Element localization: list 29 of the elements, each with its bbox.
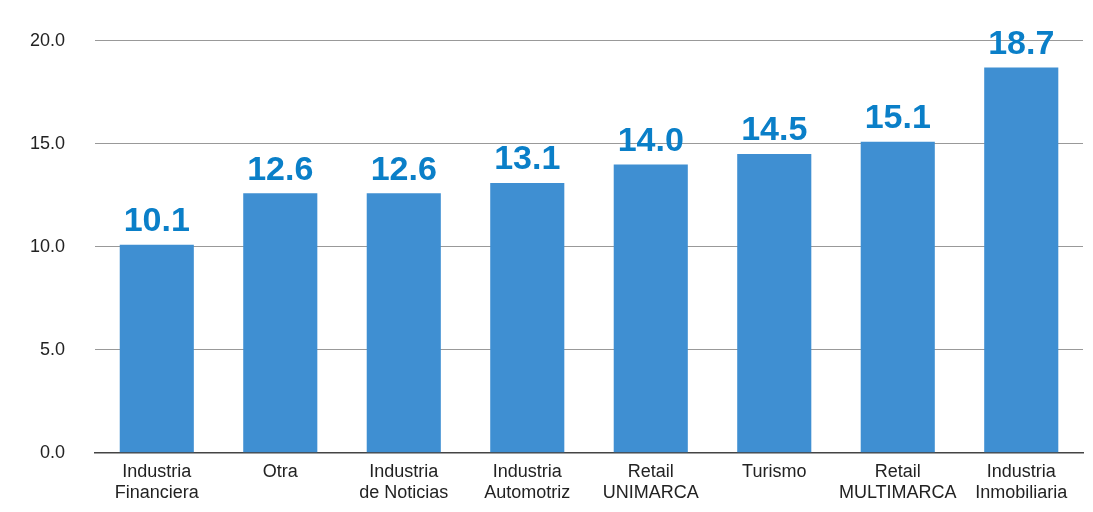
bar [366,193,441,453]
bar [119,244,194,453]
y-tick-label: 15.0 [29,132,66,153]
data-label: 14.5 [741,109,808,148]
data-label: 18.7 [988,22,1055,61]
y-tick-label: 10.0 [29,235,66,256]
bar [737,154,812,453]
data-label: 10.1 [123,200,190,239]
y-tick-label: 20.0 [29,29,66,50]
data-label: 12.6 [370,148,437,187]
bar [613,164,688,453]
x-tick-label: Otra [262,460,299,481]
y-tick-label: 5.0 [40,338,66,359]
x-tick-label: Turismo [742,460,807,481]
bar [860,141,935,453]
x-tick-label: Industria de Noticias [359,460,449,503]
x-tick-label: Industria Financiera [114,460,200,503]
x-tick-label: Industria Inmobiliaria [975,460,1069,503]
data-label: 14.0 [617,119,684,158]
bar [243,193,318,453]
x-tick-label: Industria Automotriz [484,460,571,503]
data-label: 15.1 [864,97,931,136]
x-tick-label: Retail MULTIMARCA [838,460,957,503]
data-label: 13.1 [494,138,561,177]
bar [490,182,565,453]
bar [984,67,1059,453]
x-tick-label: Retail UNIMARCA [602,460,699,503]
y-tick-label: 0.0 [40,441,66,462]
data-label: 12.6 [247,148,314,187]
